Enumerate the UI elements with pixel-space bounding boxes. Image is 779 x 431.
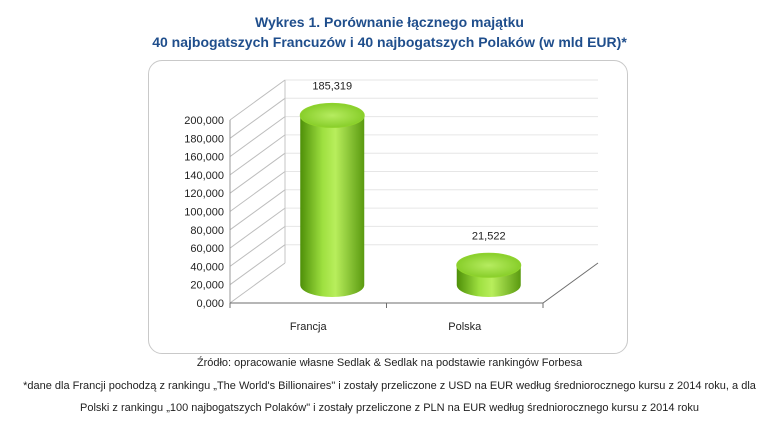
data-label: 185,319 [312,80,352,92]
gridline-diagonal [229,97,286,139]
x-tick-label: Polska [448,321,482,333]
y-tick-label: 0,000 [196,298,224,310]
gridline-diagonal [229,244,286,286]
chart-title-line1: Wykres 1. Porównanie łącznego majątku [255,14,524,30]
gridline-diagonal [229,134,286,176]
gridline-diagonal [229,189,286,231]
source-note: Źródło: opracowanie własne Sedlak & Sedl… [196,357,583,369]
y-tick-label: 60,000 [190,243,224,255]
y-tick-label: 160,000 [184,152,224,164]
bar-body [300,115,365,298]
y-tick-label: 80,000 [190,225,224,237]
x-tick-label: Francja [290,321,328,333]
data-label: 21,522 [472,230,506,242]
bar-polska [456,252,522,297]
floor-edge [230,262,599,304]
y-tick-label: 120,000 [184,188,224,200]
bar-top [299,102,365,128]
y-tick-label: 100,000 [184,207,224,219]
gridline-diagonal [229,171,286,212]
gridline-diagonal [229,207,286,249]
y-tick-label: 180,000 [184,133,224,145]
y-tick-label: 200,000 [184,115,224,127]
y-tick-label: 40,000 [190,261,224,273]
gridline-diagonal [229,79,286,121]
bar-francja [299,102,365,298]
gridline-diagonal [229,225,286,267]
footnote-line1: *dane dla Francji pochodzą z rankingu „T… [23,380,756,392]
gridline-diagonal [229,262,286,304]
y-tick-label: 140,000 [184,170,224,182]
chart-frame [148,60,628,354]
chart-title-line2: 40 najbogatszych Francuzów i 40 najbogat… [152,34,627,50]
gridline-diagonal [229,116,286,158]
bar-top [456,252,522,278]
gridline-diagonal [229,152,286,194]
footnote-line2: Polski z rankingu „100 najbogatszych Pol… [79,402,699,414]
y-tick-label: 20,000 [190,280,224,292]
